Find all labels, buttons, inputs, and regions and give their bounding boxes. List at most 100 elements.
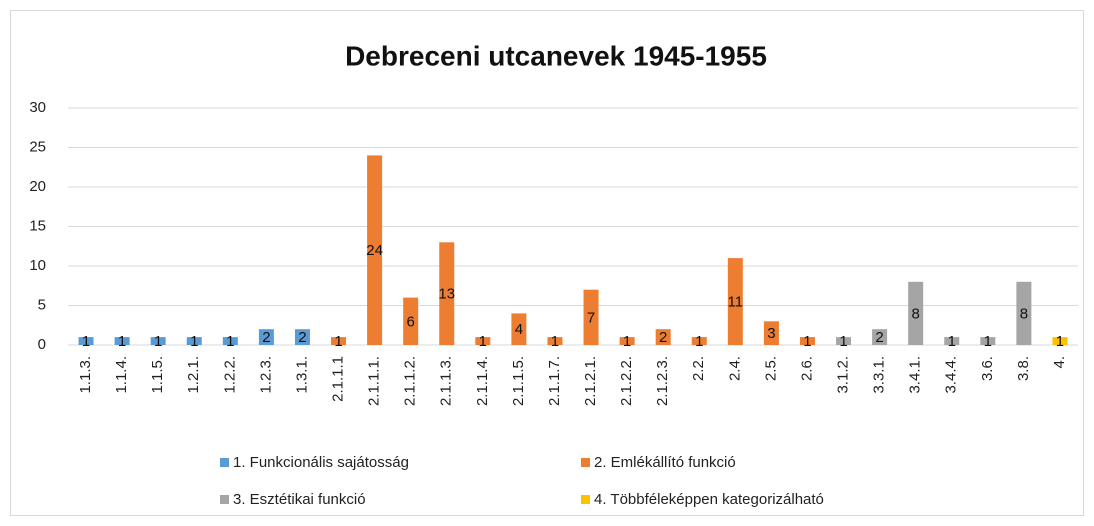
bar: [258, 329, 274, 345]
bar: [511, 313, 527, 345]
x-tick-label: 2.1.2.1.: [582, 356, 599, 406]
x-tick-label: 2.1.1.1.: [366, 356, 383, 406]
data-label: 1: [1056, 333, 1064, 350]
bar: [331, 337, 347, 345]
data-label: 2: [262, 329, 270, 346]
x-tick-label: 2.1.2.2.: [618, 356, 635, 406]
bar: [763, 321, 779, 345]
bar: [980, 337, 996, 345]
y-tick-label: 20: [29, 178, 46, 195]
bar: [655, 329, 671, 345]
bar: [727, 258, 743, 345]
data-label: 11: [728, 294, 744, 311]
x-tick-label: 3.4.1.: [907, 356, 924, 394]
bar: [583, 289, 599, 345]
x-tick-label: 1.1.3.: [77, 356, 94, 394]
x-tick-label: 3.8.: [1015, 356, 1032, 381]
x-tick-label: 1.3.1.: [293, 356, 310, 394]
legend-label: 3. Esztétikai funkció: [233, 491, 366, 508]
data-label: 8: [912, 305, 920, 322]
bar: [619, 337, 635, 345]
x-tick-label: 4.: [1051, 356, 1068, 369]
data-label: 1: [190, 333, 198, 350]
chart-title: Debreceni utcanevek 1945-1955: [345, 40, 767, 71]
x-tick-label: 2.1.1.5.: [510, 356, 527, 406]
data-label: 1: [948, 333, 956, 350]
x-tick-label: 1.1.5.: [149, 356, 166, 394]
x-tick-label: 2.5.: [762, 356, 779, 381]
bar: [1052, 337, 1068, 345]
bar: [367, 155, 383, 345]
chart-border: [10, 10, 1084, 516]
legend-swatch: [220, 458, 229, 467]
x-tick-label: 1.1.4.: [113, 356, 130, 394]
data-label: 1: [154, 333, 162, 350]
x-tick-label: 2.1.1.1: [330, 356, 347, 402]
y-tick-label: 30: [29, 99, 46, 116]
data-label: 1: [695, 333, 703, 350]
bar: [1016, 281, 1032, 345]
data-label: 7: [587, 309, 595, 326]
bar: [944, 337, 960, 345]
bar: [150, 337, 166, 345]
x-tick-label: 2.6.: [798, 356, 815, 381]
bar: [475, 337, 491, 345]
x-tick-label: 1.2.1.: [185, 356, 202, 394]
data-label: 8: [1020, 305, 1028, 322]
x-tick-label: 3.1.2.: [835, 356, 852, 394]
data-label: 6: [407, 313, 415, 330]
data-label: 3: [767, 325, 775, 342]
bar: [836, 337, 852, 345]
y-tick-label: 0: [38, 336, 46, 353]
y-tick-label: 25: [29, 138, 46, 155]
bar: [872, 329, 888, 345]
legend-swatch: [581, 495, 590, 504]
data-label: 1: [839, 333, 847, 350]
bar: [691, 337, 707, 345]
x-tick-label: 2.1.1.2.: [402, 356, 419, 406]
y-tick-label: 5: [38, 296, 46, 313]
x-tick-label: 2.4.: [726, 356, 743, 381]
legend-label: 1. Funkcionális sajátosság: [233, 454, 409, 471]
bar: [799, 337, 815, 345]
data-label: 1: [334, 333, 342, 350]
x-tick-label: 2.1.1.3.: [438, 356, 455, 406]
data-label: 1: [118, 333, 126, 350]
data-label: 4: [515, 321, 523, 338]
data-label: 1: [82, 333, 90, 350]
data-label: 1: [623, 333, 631, 350]
legend-label: 2. Emlékállító funkció: [594, 454, 736, 471]
x-tick-label: 2.1.1.7.: [546, 356, 563, 406]
bar: [78, 337, 94, 345]
data-label: 1: [226, 333, 234, 350]
bar: [294, 329, 310, 345]
x-tick-label: 1.2.3.: [257, 356, 274, 394]
x-tick-label: 2.1.1.4.: [474, 356, 491, 406]
data-label: 13: [438, 286, 455, 303]
bar: [908, 281, 924, 345]
data-label: 1: [479, 333, 487, 350]
y-tick-label: 10: [29, 257, 46, 274]
bar: [439, 242, 455, 345]
data-label: 1: [551, 333, 559, 350]
bar: [186, 337, 202, 345]
data-label: 24: [366, 242, 383, 259]
legend-swatch: [581, 458, 590, 467]
data-label: 1: [803, 333, 811, 350]
bar: [114, 337, 130, 345]
x-tick-label: 3.6.: [979, 356, 996, 381]
data-label: 2: [875, 329, 883, 346]
x-tick-label: 3.4.4.: [943, 356, 960, 394]
x-tick-label: 1.2.2.: [221, 356, 238, 394]
data-label: 1: [984, 333, 992, 350]
data-label: 2: [659, 329, 667, 346]
x-tick-label: 2.2.: [690, 356, 707, 381]
x-tick-label: 3.3.1.: [871, 356, 888, 394]
legend-swatch: [220, 495, 229, 504]
legend-label: 4. Többféleképpen kategorizálható: [594, 491, 824, 508]
bar: [403, 297, 419, 345]
bar: [222, 337, 238, 345]
bar: [547, 337, 563, 345]
x-tick-label: 2.1.2.3.: [654, 356, 671, 406]
